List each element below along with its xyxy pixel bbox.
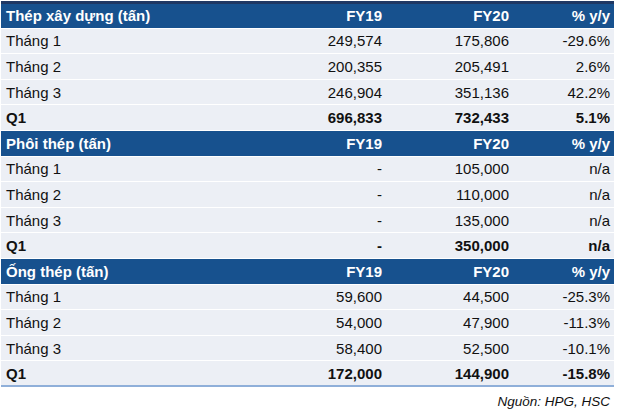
- column-header-fy20: FY20: [386, 258, 513, 284]
- cell-fy20: 52,500: [386, 335, 513, 361]
- section-title: Phôi thép (tấn): [1, 130, 233, 156]
- row-label: Tháng 2: [1, 182, 233, 208]
- row-label: Q1: [1, 105, 233, 131]
- cell-fy20: 135,000: [386, 207, 513, 233]
- section-title: Thép xây dựng (tấn): [1, 3, 233, 29]
- column-header-yoy: % y/y: [513, 3, 614, 29]
- table-row: Tháng 1249,574175,806-29.6%: [1, 28, 614, 54]
- source-note: Nguồn: HPG, HSC: [1, 394, 614, 409]
- cell-fy19: 200,355: [233, 54, 386, 80]
- cell-yoy: n/a: [513, 207, 614, 233]
- table-row: Tháng 159,60044,500-25.3%: [1, 284, 614, 310]
- cell-yoy: -10.1%: [513, 335, 614, 361]
- cell-fy20: 105,000: [386, 156, 513, 182]
- cell-fy19: 249,574: [233, 28, 386, 54]
- cell-fy19: 59,600: [233, 284, 386, 310]
- section-header-row: Thép xây dựng (tấn)FY19FY20% y/y: [1, 3, 614, 29]
- table-row: Tháng 254,00047,900-11.3%: [1, 310, 614, 336]
- cell-fy20: 47,900: [386, 310, 513, 336]
- cell-yoy: n/a: [513, 233, 614, 259]
- row-label: Tháng 1: [1, 284, 233, 310]
- row-label: Tháng 3: [1, 207, 233, 233]
- table-row: Tháng 2-110,000n/a: [1, 182, 614, 208]
- table-row: Tháng 3-135,000n/a: [1, 207, 614, 233]
- cell-yoy: -11.3%: [513, 310, 614, 336]
- cell-fy19: -: [233, 182, 386, 208]
- table-row: Q1172,000144,900-15.8%: [1, 361, 614, 387]
- cell-yoy: n/a: [513, 182, 614, 208]
- cell-yoy: 42.2%: [513, 79, 614, 105]
- row-label: Tháng 2: [1, 54, 233, 80]
- cell-yoy: 5.1%: [513, 105, 614, 131]
- cell-fy20: 110,000: [386, 182, 513, 208]
- row-label: Tháng 2: [1, 310, 233, 336]
- steel-volume-table: Thép xây dựng (tấn)FY19FY20% y/yTháng 12…: [1, 1, 614, 387]
- section-header-row: Phôi thép (tấn)FY19FY20% y/y: [1, 130, 614, 156]
- column-header-yoy: % y/y: [513, 258, 614, 284]
- row-label: Tháng 3: [1, 335, 233, 361]
- cell-fy19: -: [233, 233, 386, 259]
- row-label: Tháng 3: [1, 79, 233, 105]
- cell-fy19: 58,400: [233, 335, 386, 361]
- cell-fy19: 172,000: [233, 361, 386, 387]
- cell-yoy: 2.6%: [513, 54, 614, 80]
- column-header-fy20: FY20: [386, 130, 513, 156]
- table-row: Tháng 2200,355205,4912.6%: [1, 54, 614, 80]
- cell-fy19: 246,904: [233, 79, 386, 105]
- cell-fy19: -: [233, 156, 386, 182]
- report-table-page: Thép xây dựng (tấn)FY19FY20% y/yTháng 12…: [0, 0, 639, 419]
- cell-yoy: -29.6%: [513, 28, 614, 54]
- cell-yoy: n/a: [513, 156, 614, 182]
- column-header-fy19: FY19: [233, 258, 386, 284]
- cell-fy20: 732,433: [386, 105, 513, 131]
- column-header-fy19: FY19: [233, 3, 386, 29]
- table-row: Q1-350,000n/a: [1, 233, 614, 259]
- row-label: Q1: [1, 233, 233, 259]
- section-title: Ống thép (tấn): [1, 258, 233, 284]
- cell-fy19: 696,833: [233, 105, 386, 131]
- cell-fy20: 351,136: [386, 79, 513, 105]
- cell-fy20: 44,500: [386, 284, 513, 310]
- table-row: Tháng 3246,904351,13642.2%: [1, 79, 614, 105]
- column-header-yoy: % y/y: [513, 130, 614, 156]
- section-header-row: Ống thép (tấn)FY19FY20% y/y: [1, 258, 614, 284]
- cell-fy20: 205,491: [386, 54, 513, 80]
- table-row: Q1696,833732,4335.1%: [1, 105, 614, 131]
- table-row: Tháng 358,40052,500-10.1%: [1, 335, 614, 361]
- table-row: Tháng 1-105,000n/a: [1, 156, 614, 182]
- row-label: Q1: [1, 361, 233, 387]
- cell-fy19: 54,000: [233, 310, 386, 336]
- row-label: Tháng 1: [1, 156, 233, 182]
- cell-fy20: 350,000: [386, 233, 513, 259]
- column-header-fy19: FY19: [233, 130, 386, 156]
- cell-yoy: -15.8%: [513, 361, 614, 387]
- cell-fy20: 175,806: [386, 28, 513, 54]
- row-label: Tháng 1: [1, 28, 233, 54]
- cell-yoy: -25.3%: [513, 284, 614, 310]
- cell-fy20: 144,900: [386, 361, 513, 387]
- column-header-fy20: FY20: [386, 3, 513, 29]
- cell-fy19: -: [233, 207, 386, 233]
